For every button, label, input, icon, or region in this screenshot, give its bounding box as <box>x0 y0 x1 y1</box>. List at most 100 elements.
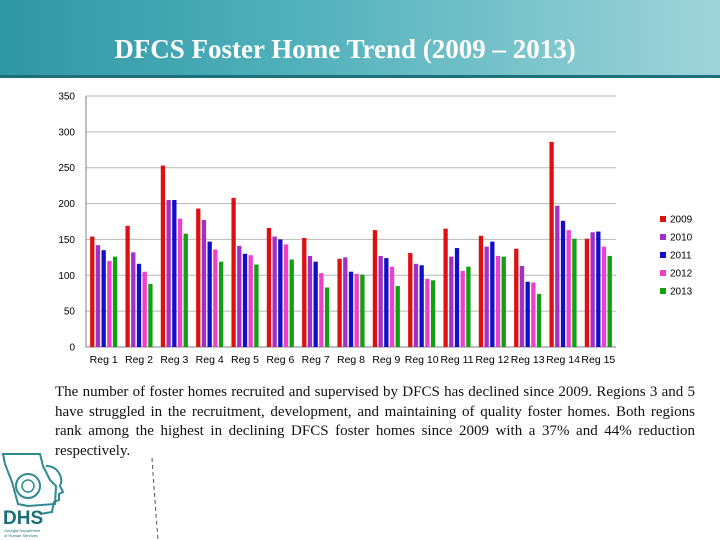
bar-2013-reg-7 <box>324 287 330 347</box>
y-tick-labels: 0 50 100 150 200 250 300 350 <box>58 92 75 354</box>
legend-label: 2010 <box>670 233 693 244</box>
bars <box>90 141 612 347</box>
y-tick-label: 50 <box>64 307 76 318</box>
title-bar: DFCS Foster Home Trend (2009 – 2013) <box>0 0 720 78</box>
seal-icon <box>15 473 41 499</box>
bar-2011-reg-6 <box>278 239 283 347</box>
seal-inner-ring <box>21 479 35 493</box>
logo-text: DHS <box>3 508 43 529</box>
bar-2011-reg-2 <box>136 263 142 347</box>
bar-2009-reg-15 <box>584 238 590 347</box>
bar-2013-reg-3 <box>183 233 188 347</box>
bar-2010-reg-9 <box>378 255 383 347</box>
bar-2013-reg-4 <box>218 261 224 347</box>
bar-2010-reg-13 <box>519 265 525 347</box>
bar-2011-reg-13 <box>525 281 530 347</box>
bar-2011-reg-4 <box>207 241 212 347</box>
bar-2011-reg-12 <box>490 241 495 347</box>
x-tick-label: Reg 15 <box>581 354 615 366</box>
bar-2012-reg-2 <box>142 271 147 347</box>
bar-2010-reg-11 <box>449 256 454 347</box>
bar-2009-reg-5 <box>231 197 236 347</box>
x-tick-label: Reg 14 <box>546 354 580 366</box>
bar-2012-reg-7 <box>319 273 324 347</box>
bar-2013-reg-2 <box>148 283 153 347</box>
bar-2010-reg-6 <box>272 236 277 347</box>
x-tick-label: Reg 2 <box>125 354 153 366</box>
x-tick-label: Reg 5 <box>231 354 259 366</box>
bar-2013-reg-5 <box>254 264 259 347</box>
bar-2012-reg-10 <box>425 278 430 347</box>
profile-silhouette-icon <box>39 465 65 515</box>
bar-2010-reg-4 <box>201 220 207 347</box>
bar-2009-reg-6 <box>266 227 272 347</box>
bar-2009-reg-10 <box>408 253 413 347</box>
bar-2010-reg-10 <box>413 263 419 347</box>
bar-2013-reg-13 <box>536 293 542 347</box>
bar-2013-reg-11 <box>466 266 471 347</box>
bar-2011-reg-10 <box>419 265 424 347</box>
bar-2013-reg-8 <box>360 274 365 347</box>
bar-2011-reg-5 <box>242 253 248 347</box>
y-tick-label: 150 <box>58 235 75 246</box>
page-title: DFCS Foster Home Trend (2009 – 2013) <box>114 34 576 64</box>
bar-2011-reg-14 <box>560 220 566 347</box>
bar-2011-reg-1 <box>101 250 106 347</box>
bar-2009-reg-1 <box>90 236 95 347</box>
y-tick-label: 300 <box>58 127 75 138</box>
legend-swatch <box>660 216 666 222</box>
bar-2011-reg-11 <box>454 248 460 347</box>
x-tick-label: Reg 6 <box>266 354 294 366</box>
bar-2013-reg-6 <box>289 259 294 347</box>
y-tick-label: 250 <box>58 163 75 174</box>
x-tick-label: Reg 11 <box>440 354 473 366</box>
bar-2009-reg-3 <box>160 165 166 347</box>
bar-2013-reg-14 <box>572 238 577 347</box>
logo-subtext-2: of Human Services <box>4 533 38 538</box>
legend-label: 2012 <box>670 269 693 280</box>
bar-2011-reg-8 <box>348 271 354 347</box>
legend-swatch <box>660 234 666 240</box>
bar-2012-reg-13 <box>531 282 536 347</box>
dhs-logo: DHS Georgia Department of Human Services <box>1 453 65 538</box>
bar-2012-reg-1 <box>107 260 112 347</box>
bar-2010-reg-14 <box>555 205 560 347</box>
y-tick-label: 350 <box>58 92 75 103</box>
x-tick-label: Reg 12 <box>475 354 509 366</box>
x-tick-label: Reg 8 <box>337 354 365 366</box>
bar-2012-reg-4 <box>213 249 218 347</box>
legend-swatch <box>660 270 666 276</box>
bar-2009-reg-11 <box>443 228 448 347</box>
bar-2012-reg-14 <box>566 230 571 347</box>
bar-2013-reg-12 <box>501 256 506 347</box>
x-tick-label: Reg 10 <box>405 354 439 366</box>
bar-2012-reg-15 <box>601 246 607 347</box>
bar-2011-reg-15 <box>596 231 601 347</box>
bar-2011-reg-3 <box>172 199 177 347</box>
bar-2009-reg-14 <box>549 141 554 347</box>
bar-2010-reg-8 <box>343 257 348 347</box>
bar-2011-reg-9 <box>384 258 389 347</box>
bar-2009-reg-8 <box>337 258 342 347</box>
bar-2009-reg-4 <box>196 208 201 347</box>
y-tick-label: 0 <box>69 343 75 354</box>
bar-2010-reg-1 <box>95 245 101 347</box>
bar-2013-reg-1 <box>112 256 118 347</box>
bar-2009-reg-13 <box>514 248 519 347</box>
logo-subtext: Georgia Department <box>4 528 41 533</box>
legend-label: 2009 <box>670 215 693 226</box>
bar-2012-reg-8 <box>354 273 359 347</box>
caption-text: The number of foster homes recruited and… <box>55 384 695 459</box>
legend-label: 2013 <box>670 287 693 298</box>
bar-2012-reg-6 <box>283 244 289 347</box>
x-tick-label: Reg 1 <box>90 354 118 366</box>
bar-2009-reg-12 <box>478 235 484 347</box>
bar-2010-reg-2 <box>131 252 136 347</box>
bar-2009-reg-9 <box>372 230 378 347</box>
y-tick-label: 200 <box>58 199 75 210</box>
bar-2010-reg-5 <box>237 245 242 347</box>
bar-2009-reg-7 <box>302 237 307 347</box>
bar-2012-reg-3 <box>177 218 183 347</box>
bar-2010-reg-12 <box>484 246 489 347</box>
